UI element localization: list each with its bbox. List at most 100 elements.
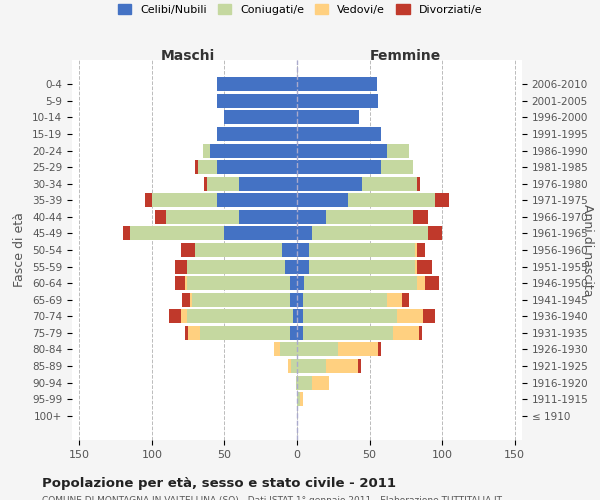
Text: COMUNE DI MONTAGNA IN VALTELLINA (SO) - Dati ISTAT 1° gennaio 2011 - Elaborazion: COMUNE DI MONTAGNA IN VALTELLINA (SO) - … [42,496,502,500]
Bar [297,94,378,108]
Bar [224,110,297,124]
Bar [418,243,425,257]
Bar [338,342,378,356]
Bar [297,144,387,158]
Bar [413,210,428,224]
Bar [293,309,297,324]
Bar [419,326,422,340]
Bar [204,176,207,191]
Bar [291,359,297,373]
Bar [286,260,297,274]
Bar [418,276,425,290]
Bar [239,210,297,224]
Bar [198,160,217,174]
Bar [297,110,359,124]
Bar [185,276,187,290]
Bar [435,194,449,207]
Bar [311,376,329,390]
Bar [207,176,239,191]
Bar [297,78,377,92]
Bar [200,326,290,340]
Bar [311,226,428,240]
Bar [190,292,193,306]
Bar [181,243,196,257]
Bar [210,144,297,158]
Bar [155,210,166,224]
Bar [290,326,297,340]
Bar [326,210,413,224]
Text: Maschi: Maschi [161,49,215,63]
Y-axis label: Anni di nascita: Anni di nascita [581,204,594,296]
Bar [130,226,224,240]
Bar [288,359,291,373]
Bar [217,194,297,207]
Bar [387,292,401,306]
Bar [297,194,348,207]
Bar [300,392,303,406]
Bar [297,309,303,324]
Bar [203,144,210,158]
Bar [415,243,418,257]
Bar [326,359,358,373]
Bar [196,243,283,257]
Bar [175,260,187,274]
Bar [123,226,130,240]
Bar [418,260,432,274]
Bar [280,342,297,356]
Bar [303,309,397,324]
Bar [185,326,188,340]
Bar [428,226,442,240]
Bar [187,260,286,274]
Bar [188,326,200,340]
Bar [348,194,435,207]
Bar [182,292,190,306]
Bar [297,226,311,240]
Y-axis label: Fasce di età: Fasce di età [13,212,26,288]
Bar [145,194,152,207]
Bar [181,309,187,324]
Bar [415,260,418,274]
Bar [152,194,217,207]
Bar [303,326,393,340]
Bar [166,210,239,224]
Bar [187,276,290,290]
Bar [175,276,185,290]
Bar [308,243,415,257]
Bar [304,276,418,290]
Bar [217,78,297,92]
Bar [423,309,435,324]
Bar [297,243,308,257]
Bar [187,309,293,324]
Bar [193,292,290,306]
Bar [217,127,297,141]
Bar [297,210,326,224]
Bar [297,326,303,340]
Bar [425,276,439,290]
Bar [196,160,198,174]
Bar [297,176,362,191]
Bar [303,292,387,306]
Bar [393,326,419,340]
Bar [297,127,381,141]
Bar [169,309,181,324]
Bar [358,359,361,373]
Text: Popolazione per età, sesso e stato civile - 2011: Popolazione per età, sesso e stato civil… [42,477,396,490]
Bar [297,392,300,406]
Bar [274,342,280,356]
Bar [397,309,423,324]
Bar [401,292,409,306]
Bar [308,260,415,274]
Bar [297,292,303,306]
Legend: Celibi/Nubili, Coniugati/e, Vedovi/e, Divorziati/e: Celibi/Nubili, Coniugati/e, Vedovi/e, Di… [115,0,485,18]
Bar [381,160,413,174]
Text: Femmine: Femmine [370,49,442,63]
Bar [378,342,381,356]
Bar [239,176,297,191]
Bar [297,376,311,390]
Bar [296,376,297,390]
Bar [387,144,409,158]
Bar [418,176,421,191]
Bar [283,243,297,257]
Bar [224,226,297,240]
Bar [362,176,418,191]
